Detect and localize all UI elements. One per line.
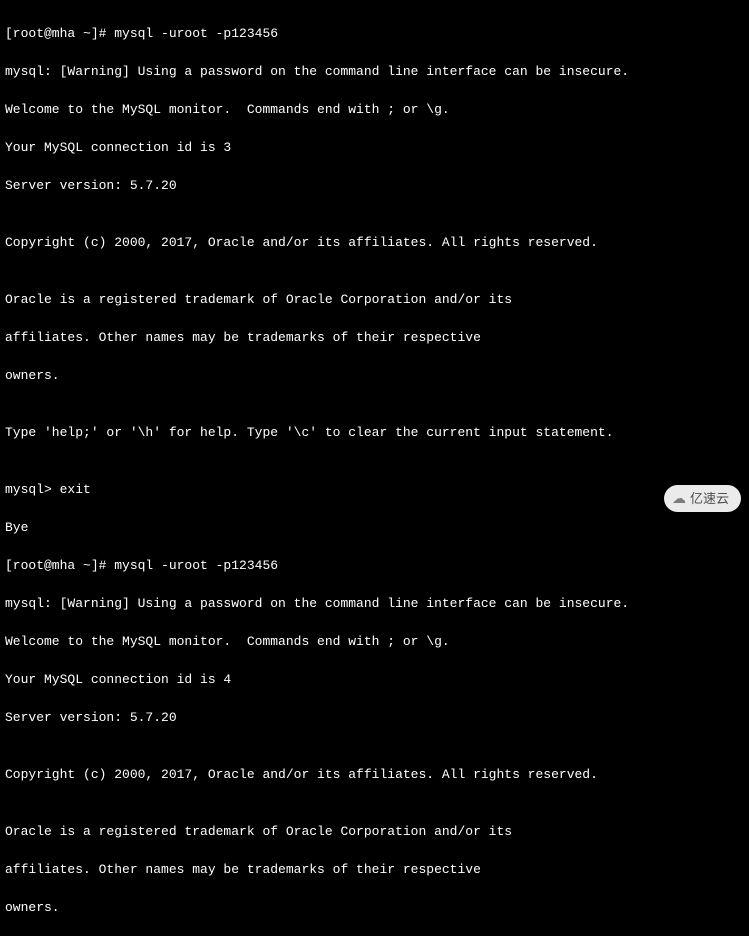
terminal-line: mysql: [Warning] Using a password on the…: [5, 62, 744, 81]
terminal-line: Bye: [5, 518, 744, 537]
terminal-line: Welcome to the MySQL monitor. Commands e…: [5, 632, 744, 651]
terminal-line: mysql: [Warning] Using a password on the…: [5, 594, 744, 613]
terminal-line: affiliates. Other names may be trademark…: [5, 860, 744, 879]
terminal-line: Your MySQL connection id is 4: [5, 670, 744, 689]
terminal-line: Server version: 5.7.20: [5, 708, 744, 727]
terminal-line: Oracle is a registered trademark of Orac…: [5, 822, 744, 841]
terminal-line: affiliates. Other names may be trademark…: [5, 328, 744, 347]
terminal-line: [root@mha ~]# mysql -uroot -p123456: [5, 24, 744, 43]
cloud-icon: ☁: [672, 489, 686, 508]
terminal-line: Type 'help;' or '\h' for help. Type '\c'…: [5, 423, 744, 442]
terminal-line: Welcome to the MySQL monitor. Commands e…: [5, 100, 744, 119]
terminal-line: Server version: 5.7.20: [5, 176, 744, 195]
terminal-line: Copyright (c) 2000, 2017, Oracle and/or …: [5, 233, 744, 252]
watermark-badge: ☁ 亿速云: [664, 485, 741, 512]
terminal-line: owners.: [5, 366, 744, 385]
terminal-line: Oracle is a registered trademark of Orac…: [5, 290, 744, 309]
terminal-output: [root@mha ~]# mysql -uroot -p123456 mysq…: [5, 5, 744, 936]
terminal-line: Copyright (c) 2000, 2017, Oracle and/or …: [5, 765, 744, 784]
terminal-line: Your MySQL connection id is 3: [5, 138, 744, 157]
terminal-line: mysql> exit: [5, 480, 744, 499]
terminal-line: owners.: [5, 898, 744, 917]
terminal-line: [root@mha ~]# mysql -uroot -p123456: [5, 556, 744, 575]
watermark-text: 亿速云: [690, 489, 729, 508]
